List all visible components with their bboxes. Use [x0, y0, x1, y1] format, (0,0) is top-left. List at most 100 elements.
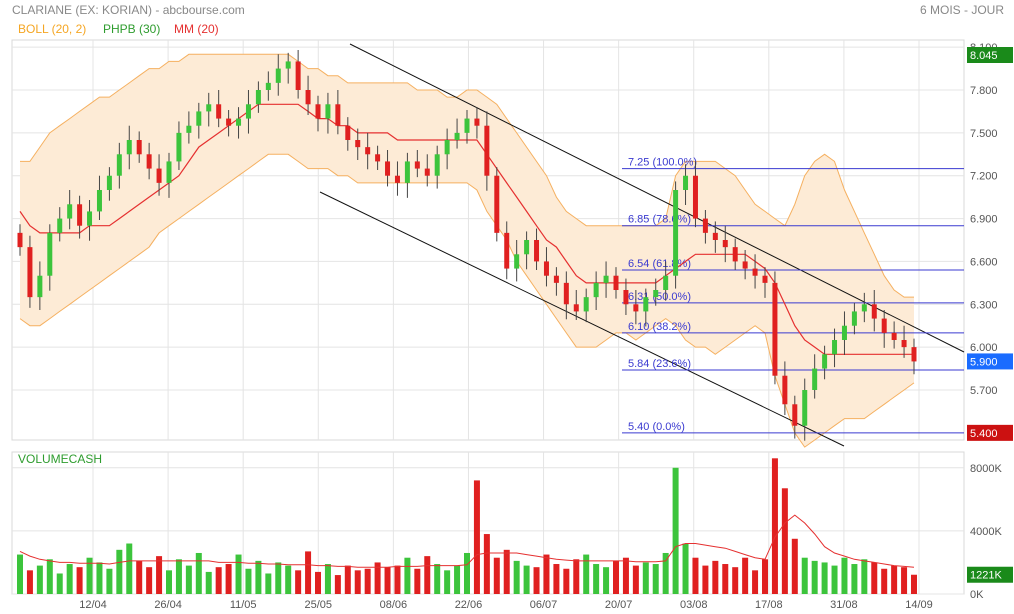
volume-bar	[742, 557, 749, 594]
volume-bar	[613, 560, 619, 594]
candle-body	[772, 282, 778, 376]
volume-bar	[295, 570, 302, 594]
bollinger-upper-line	[20, 53, 914, 298]
candle-body	[504, 232, 510, 269]
candle-body	[106, 175, 112, 190]
date-tick-label: 26/04	[154, 599, 182, 611]
volume-bar	[255, 560, 262, 594]
price-tick-label: 7.500	[970, 128, 998, 140]
volume-bar	[692, 557, 699, 594]
volume-bar	[771, 458, 778, 594]
last-price-badge: 5.900	[970, 356, 998, 368]
candle-body	[226, 118, 232, 126]
candle-body	[742, 261, 748, 269]
volume-bar	[871, 562, 878, 594]
candlesticks	[17, 50, 917, 441]
candle-body	[792, 404, 798, 426]
candle-body	[692, 175, 698, 219]
candle-body	[126, 140, 132, 155]
volume-bar	[861, 559, 868, 594]
candle-body	[663, 275, 669, 290]
candle-body	[553, 275, 559, 283]
candle-body	[464, 118, 470, 133]
volume-bar	[136, 560, 143, 594]
volume-bar	[543, 554, 550, 594]
candle-body	[255, 90, 261, 105]
volume-bar	[911, 574, 917, 594]
legend-boll: BOLL (20, 2)	[18, 22, 86, 36]
volume-bar	[215, 567, 222, 594]
candle-body	[752, 268, 758, 276]
candle-body	[414, 161, 420, 169]
volume-bar	[146, 567, 153, 594]
volume-bar	[801, 557, 808, 594]
candle-body	[96, 190, 102, 212]
fib-label: 5.84 (23.6%)	[628, 358, 691, 370]
candle-body	[861, 304, 867, 312]
candle-body	[404, 161, 410, 183]
candle-body	[732, 247, 738, 262]
candle-body	[87, 211, 93, 226]
trend-channel	[319, 43, 965, 447]
candle-body	[166, 161, 172, 183]
candle-body	[712, 232, 718, 240]
candle-body	[245, 104, 251, 119]
volume-bar	[434, 564, 441, 594]
volume-bar	[712, 560, 719, 594]
date-tick-label: 31/08	[830, 599, 858, 611]
volume-bar	[851, 564, 858, 594]
volume-bar	[642, 562, 649, 594]
volume-bar	[493, 557, 500, 594]
volume-bar	[652, 564, 659, 594]
volume-bar	[354, 570, 361, 594]
candle-body	[216, 104, 222, 119]
candle-body	[603, 275, 609, 283]
candle-body	[653, 290, 659, 298]
fib-label: 6.31 (50.0%)	[628, 291, 691, 303]
volume-bar	[56, 573, 63, 594]
volume-bar	[225, 564, 232, 594]
candle-body	[543, 261, 549, 276]
price-tick-label: 6.900	[970, 214, 998, 226]
volume-bar	[374, 562, 381, 594]
candle-body	[315, 104, 321, 119]
candle-body	[265, 82, 271, 90]
volume-bar	[305, 551, 312, 594]
volume-bar	[364, 568, 371, 594]
legend-mm: MM (20)	[174, 22, 219, 36]
price-tick-label: 7.200	[970, 171, 998, 183]
volume-bar	[424, 556, 431, 594]
volume-bar	[26, 570, 33, 594]
date-tick-label: 08/06	[380, 599, 408, 611]
volume-bar	[205, 571, 212, 594]
price-tick-label: 6.000	[970, 342, 998, 354]
volume-bar	[503, 549, 510, 594]
volume-bar	[732, 567, 739, 594]
price-tick-label: 5.700	[970, 385, 998, 397]
high-price-badge: 8.045	[970, 50, 998, 62]
candle-body	[583, 297, 589, 312]
channel-upper-line	[349, 43, 965, 353]
candle-body	[613, 275, 619, 290]
candle-body	[206, 104, 212, 112]
volume-bar	[166, 570, 172, 594]
low-price-badge-bg	[967, 424, 1013, 441]
candle-body	[683, 175, 689, 190]
candle-body	[474, 118, 480, 126]
fib-label: 5.40 (0.0%)	[628, 421, 685, 433]
candle-body	[116, 154, 122, 176]
candle-body	[295, 61, 301, 90]
volume-bar	[702, 565, 709, 594]
volume-bar	[553, 564, 560, 594]
candle-body	[375, 154, 381, 162]
volume-bar	[17, 554, 23, 594]
candle-body	[623, 290, 629, 305]
high-price-badge-bg	[967, 47, 1013, 63]
period-label: 6 MOIS - JOUR	[920, 3, 1004, 17]
volume-bar	[36, 565, 43, 594]
candle-body	[27, 247, 33, 298]
volume-bar	[334, 575, 341, 594]
volume-bar	[583, 554, 590, 594]
volume-bar	[344, 565, 351, 594]
axes: 8.1007.8007.5007.2006.9006.6006.3006.000…	[79, 42, 1002, 611]
